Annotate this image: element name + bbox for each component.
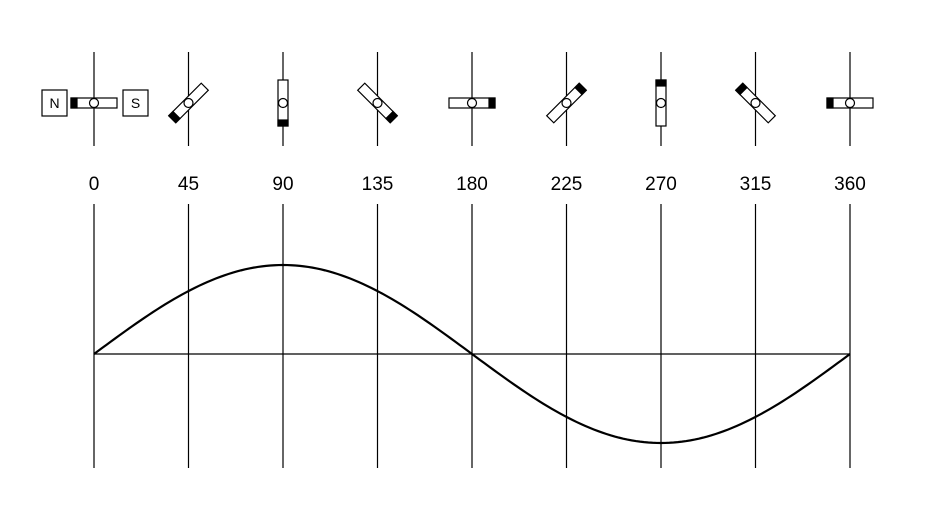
coil-icon-45 bbox=[167, 82, 210, 124]
coil-icon-225 bbox=[545, 82, 588, 124]
coil-icon-315 bbox=[734, 82, 777, 124]
coil-icon-0 bbox=[70, 97, 118, 109]
sine-wave-curve bbox=[93, 263, 851, 445]
angle-label-45: 45 bbox=[178, 174, 199, 195]
angle-label-90: 90 bbox=[272, 174, 293, 195]
coil-icon-135 bbox=[356, 82, 399, 124]
magnet-north: N bbox=[41, 89, 68, 117]
coil-icon-270 bbox=[655, 79, 667, 127]
angle-gridlines bbox=[93, 52, 851, 468]
angle-label-225: 225 bbox=[551, 174, 583, 195]
magnet-south: S bbox=[122, 89, 149, 117]
coil-icon-90 bbox=[277, 79, 289, 127]
angle-label-135: 135 bbox=[362, 174, 394, 195]
coil-rotation-icons bbox=[70, 79, 874, 127]
angle-label-180: 180 bbox=[456, 174, 488, 195]
angle-labels: 0 45 90 135 180 225 270 315 360 bbox=[89, 174, 866, 195]
south-pole-label: S bbox=[131, 95, 140, 111]
angle-label-315: 315 bbox=[740, 174, 772, 195]
angle-label-360: 360 bbox=[834, 174, 866, 195]
coil-icon-180 bbox=[448, 97, 496, 109]
north-pole-label: N bbox=[49, 95, 59, 111]
angle-label-270: 270 bbox=[645, 174, 677, 195]
angle-label-0: 0 bbox=[89, 174, 100, 195]
coil-icon-360 bbox=[826, 97, 874, 109]
